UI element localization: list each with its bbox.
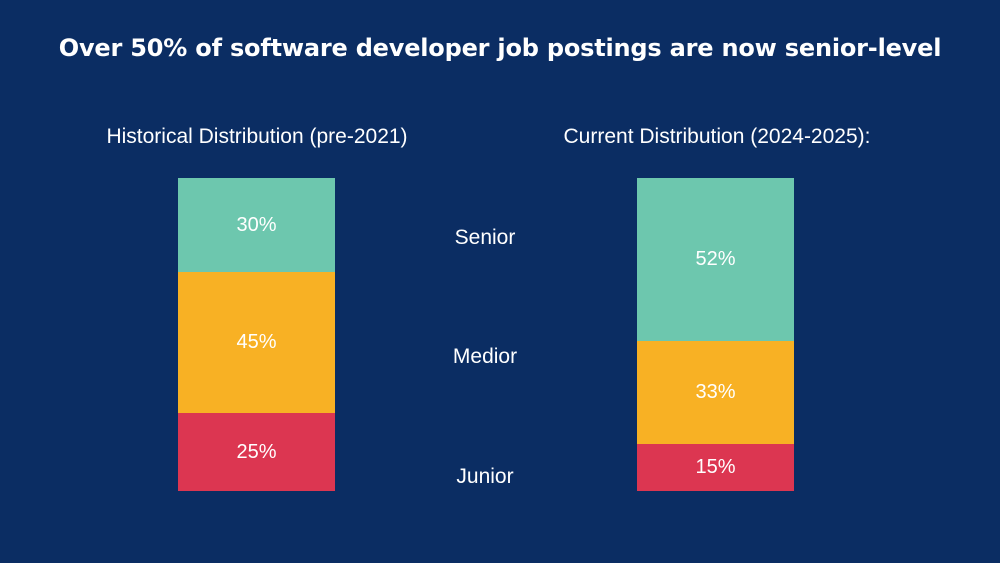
data-label: 45% — [236, 331, 277, 353]
data-label: 15% — [695, 456, 736, 478]
bar-segment-medior: 45% — [178, 272, 335, 413]
chart-title: Over 50% of software developer job posti… — [58, 34, 942, 62]
legend-junior-label: Junior — [456, 465, 514, 488]
legend-senior-label: Senior — [454, 226, 516, 249]
historical-stacked-bar: 30% 45% 25% — [178, 178, 335, 491]
historical-distribution-label: Historical Distribution (pre-2021) — [106, 125, 408, 148]
data-label: 33% — [695, 381, 736, 403]
legend-medior-label: Medior — [452, 345, 518, 368]
bar-segment-junior: 15% — [637, 444, 794, 491]
bar-segment-junior: 25% — [178, 413, 335, 491]
bar-segment-medior: 33% — [637, 341, 794, 444]
current-distribution-label: Current Distribution (2024-2025): — [563, 125, 871, 148]
bar-segment-senior: 52% — [637, 178, 794, 341]
data-label: 52% — [695, 248, 736, 270]
bar-segment-senior: 30% — [178, 178, 335, 272]
data-label: 30% — [236, 213, 277, 236]
data-label: 25% — [236, 440, 277, 463]
current-stacked-bar: 52% 33% 15% — [637, 178, 794, 491]
